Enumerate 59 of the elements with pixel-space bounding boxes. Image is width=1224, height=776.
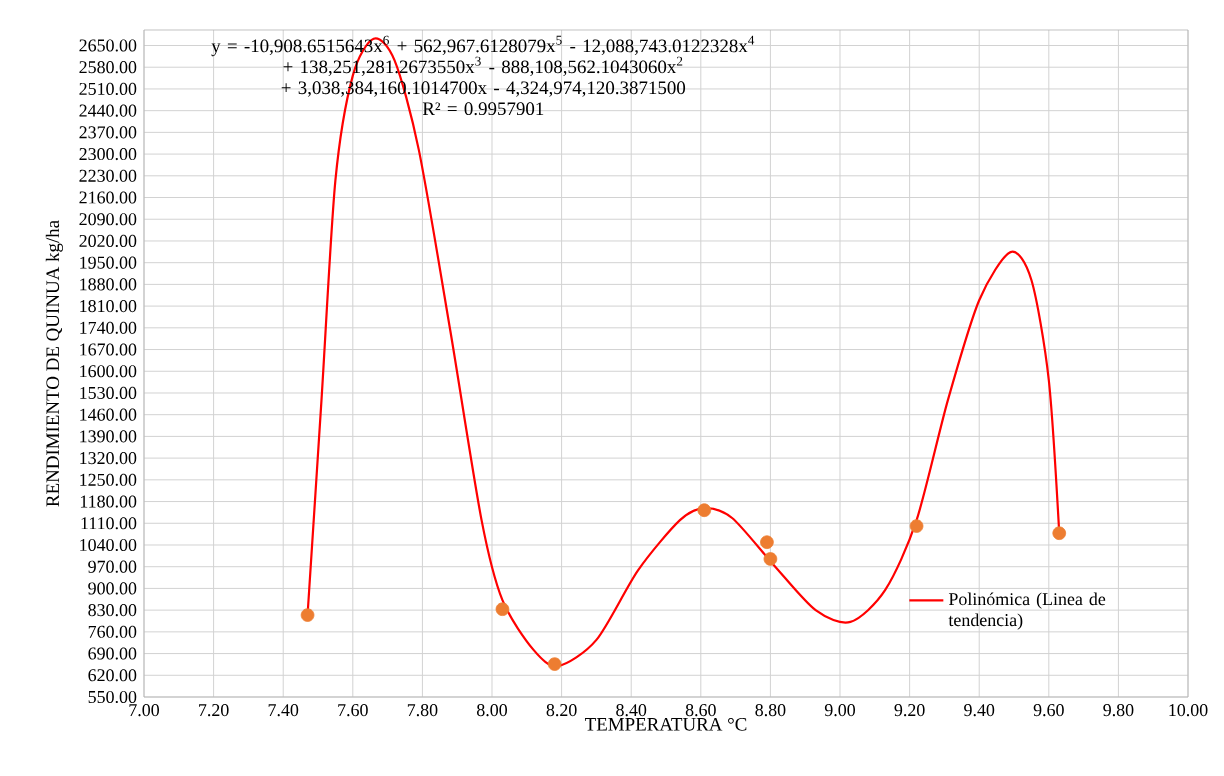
y-tick-label: 1040.00 (80, 538, 137, 552)
y-tick-label: 2440.00 (79, 104, 137, 117)
x-tick-label: 9.80 (1103, 704, 1134, 717)
y-tick-label: 1950.00 (80, 256, 137, 269)
y-tick-label: 1250.00 (80, 473, 137, 486)
x-axis-title: TEMPERATURA °C (585, 717, 747, 731)
x-tick-label: 7.40 (268, 704, 299, 717)
point (909, 519, 924, 533)
x-tick-label: 7.00 (129, 704, 160, 717)
annotation: R² = 0.9957901 (422, 102, 544, 116)
y-tick-label: 2300.00 (79, 147, 137, 161)
y-tick-label: 2020.00 (79, 234, 137, 248)
y-tick-label: 690.00 (88, 647, 137, 660)
y-tick-label: 620.00 (88, 669, 137, 682)
x-tick-label: 9.60 (1033, 704, 1064, 717)
x-tick-label: 8.80 (755, 704, 786, 717)
y-tick-label: 2650.00 (79, 39, 137, 52)
point (763, 552, 778, 566)
y-tick-label: 900.00 (88, 582, 137, 595)
y-tick-label: 970.00 (88, 560, 137, 573)
point (697, 503, 712, 518)
y-tick-label: 830.00 (88, 604, 137, 617)
point (1052, 526, 1067, 540)
y-tick-label: 1320.00 (80, 452, 137, 465)
point (547, 657, 562, 671)
y-tick-label: 1390.00 (80, 430, 137, 443)
x-tick-label: 7.20 (199, 704, 229, 717)
legend-label: Polinómica (Linea de tendencia) (948, 592, 1106, 630)
y-tick-label: 760.00 (88, 625, 137, 638)
point (300, 608, 315, 622)
x-tick-label: 8.20 (546, 704, 577, 717)
y-tick-label: 2370.00 (79, 126, 137, 139)
y-tick-label: 550.00 (88, 690, 137, 704)
x-tick-label: 9.40 (964, 704, 995, 717)
y-tick-label: 1740.00 (80, 321, 137, 334)
y-tick-label: 2510.00 (79, 82, 137, 96)
y-tick-label: 1460.00 (80, 408, 137, 421)
y-tick-label: 1180.00 (80, 495, 137, 508)
x-tick-label: 10.00 (1169, 704, 1208, 717)
y-tick-label: 2580.00 (79, 61, 137, 74)
y-tick-label: 1600.00 (80, 365, 137, 378)
y-axis-title: RENDIMIENTO DE QUINUA kg/ha (45, 220, 64, 507)
x-tick-label: 9.00 (824, 704, 856, 717)
point (495, 602, 510, 616)
y-tick-label: 1810.00 (80, 300, 137, 313)
point (760, 535, 774, 549)
y-tick-label: 2090.00 (79, 213, 137, 226)
y-tick-label: 1880.00 (80, 278, 137, 291)
x-tick-label: 9.20 (894, 704, 925, 717)
x-tick-label: 7.60 (338, 704, 368, 717)
x-tick-label: 8.60 (685, 704, 716, 717)
x-tick-label: 8.00 (477, 704, 508, 717)
y-tick-label: 2160.00 (79, 191, 137, 204)
x-tick-label: 8.40 (616, 704, 647, 717)
y-tick-label: 1530.00 (80, 386, 137, 400)
x-tick-label: 7.80 (407, 704, 438, 717)
y-tick-label: 2230.00 (79, 169, 137, 182)
y-tick-label: 1670.00 (80, 343, 137, 356)
y-tick-label: 1110.00 (81, 517, 137, 530)
